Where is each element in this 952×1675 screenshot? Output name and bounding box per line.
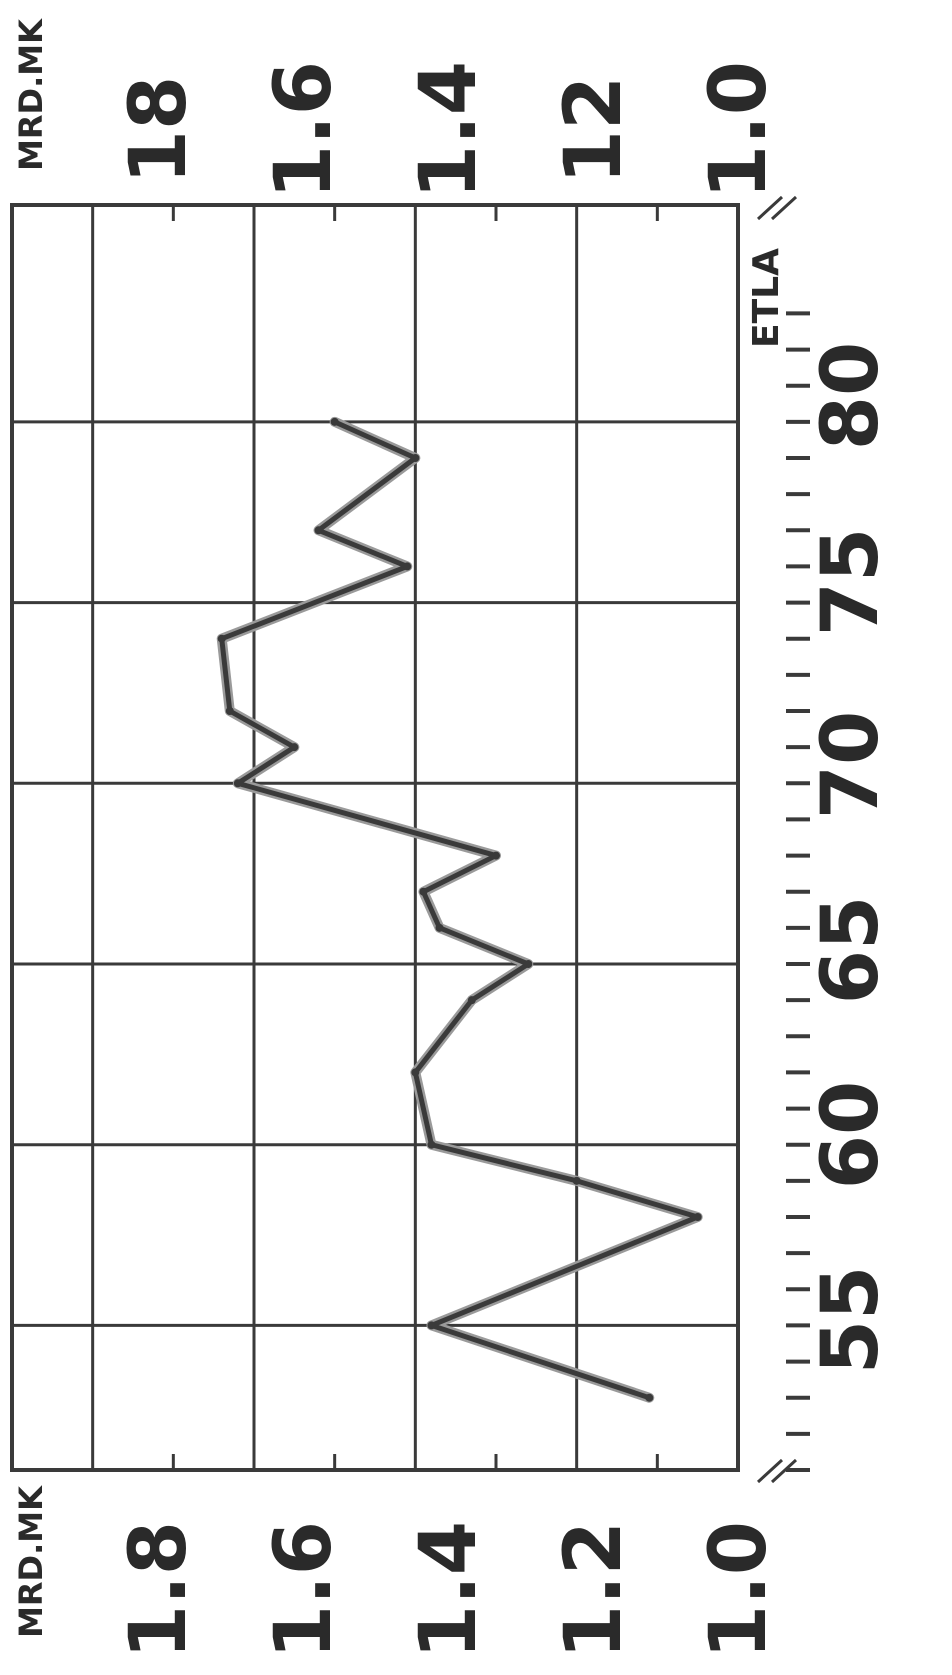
data-point [645, 1393, 654, 1402]
data-point [492, 851, 500, 860]
y-tick-right-5: 18 [114, 76, 204, 185]
series-line-halo [216, 416, 703, 1403]
data-point [314, 526, 323, 535]
y-tick-right-1: 1.0 [694, 61, 784, 199]
x-tick-65: 65 [806, 896, 896, 1005]
data-point [693, 1213, 702, 1221]
y-tick-left-2: 1.2 [549, 1521, 639, 1659]
x-tick-55: 55 [806, 1266, 896, 1375]
data-point [330, 417, 339, 426]
data-point [524, 960, 533, 968]
data-point [290, 743, 299, 752]
data-point [411, 1068, 420, 1077]
data-point [435, 923, 444, 932]
data-point [427, 1140, 436, 1149]
data-point [403, 562, 412, 571]
grid [10, 203, 740, 1472]
y-axis-title-left: MRD.MK [12, 1485, 50, 1638]
x-tick-75: 75 [806, 528, 896, 637]
plot-frame [10, 203, 740, 1472]
data-point [419, 887, 428, 896]
data-point [411, 454, 420, 462]
data-point [467, 996, 476, 1005]
y-tick-right-2: 12 [549, 76, 639, 185]
y-axis-title-right: MRD.MK [12, 18, 50, 171]
data-point [217, 634, 226, 643]
data-line [216, 416, 703, 1403]
x-tick-80: 80 [806, 342, 896, 451]
x-tick-60: 60 [806, 1081, 896, 1190]
axis-break-top [756, 195, 798, 221]
y-tick-right-4: 1.6 [259, 61, 349, 199]
y-tick-left-5: 1.8 [114, 1521, 204, 1659]
data-point [225, 707, 234, 715]
x-tick-70: 70 [806, 711, 896, 820]
y-tick-left-4: 1.6 [259, 1521, 349, 1659]
tick-marks [171, 195, 810, 1484]
y-tick-left-3: 1.4 [404, 1521, 494, 1659]
data-point [572, 1176, 581, 1185]
data-point [233, 779, 242, 788]
etla-annotation: ETLA [746, 248, 787, 348]
data-point [427, 1321, 436, 1330]
y-tick-right-3: 1.4 [404, 61, 494, 199]
y-tick-left-1: 1.0 [694, 1521, 784, 1659]
axis-break-bottom [756, 1458, 798, 1484]
